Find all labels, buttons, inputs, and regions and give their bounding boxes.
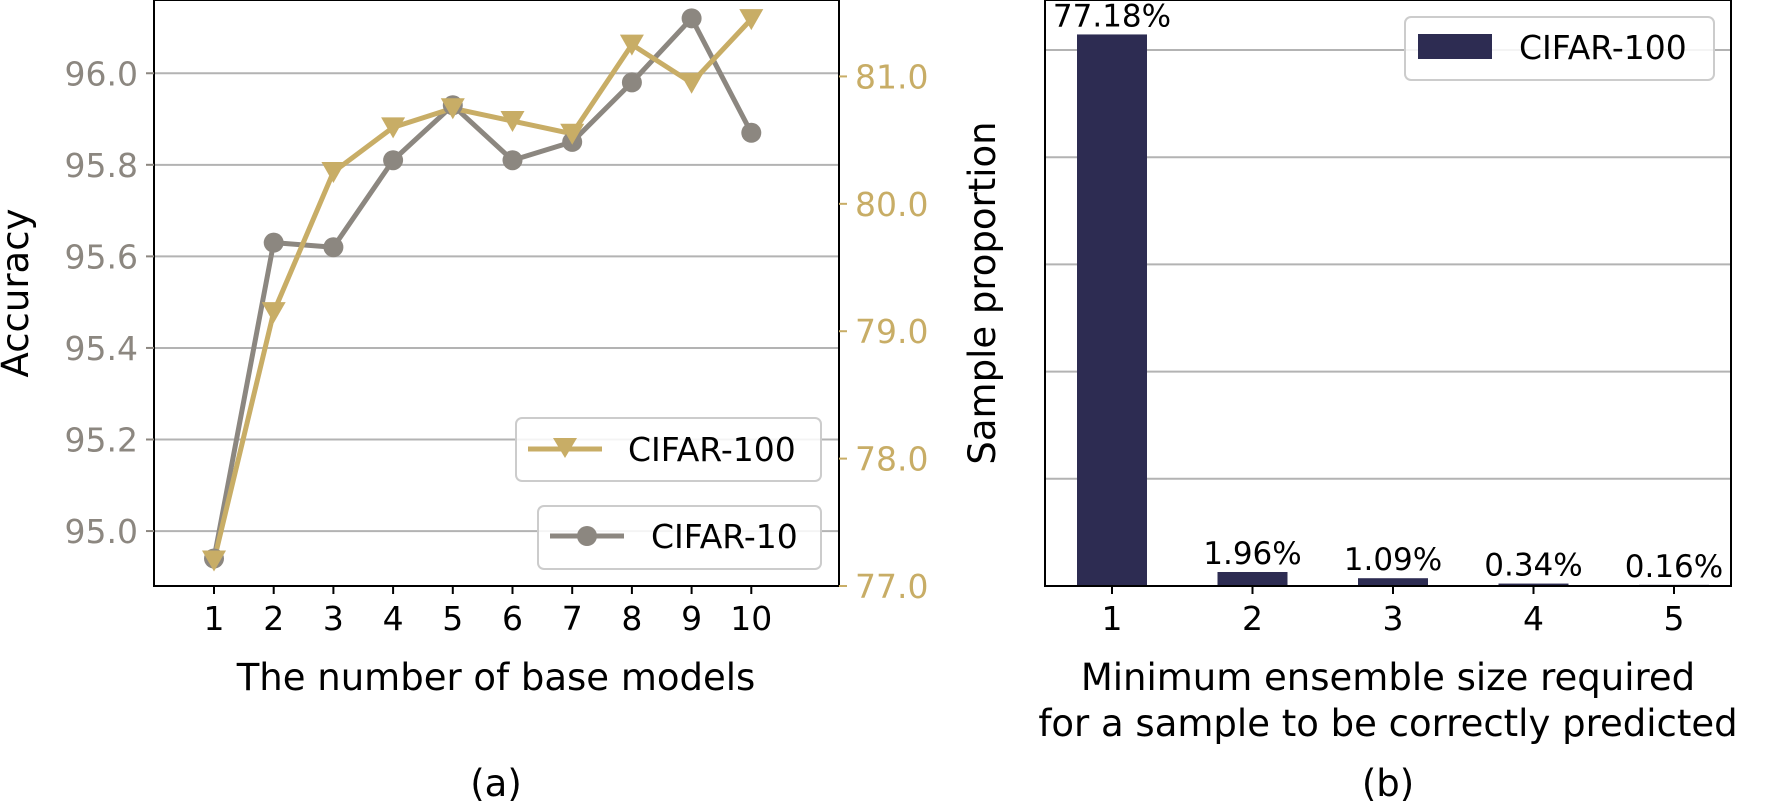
b-plot-frame bbox=[1044, 0, 1732, 587]
a-y2-tick-label: 77.0 bbox=[855, 567, 928, 606]
a-y2-tick-label: 78.0 bbox=[855, 440, 928, 479]
a-x-tick-label: 3 bbox=[323, 599, 344, 638]
b-x-tick-label: 1 bbox=[1102, 599, 1123, 638]
b-x-tick-label: 5 bbox=[1664, 599, 1685, 638]
a-x-ticks: 1 2 3 4 5 6 7 8 9 10 bbox=[204, 586, 772, 638]
a-y2-ticks: 77.0 78.0 79.0 80.0 81.0 bbox=[839, 57, 928, 606]
a-x-tick-label: 2 bbox=[263, 599, 284, 638]
b-data-label: 1.09% bbox=[1344, 542, 1442, 578]
a-y-tick-label: 96.0 bbox=[65, 54, 138, 93]
a-point-cifar10 bbox=[383, 150, 404, 171]
a-caption: (a) bbox=[470, 762, 522, 805]
a-point-cifar100 bbox=[202, 550, 226, 572]
b-x-ticks: 1 2 3 4 5 bbox=[1102, 586, 1685, 638]
chart-a: 1 2 3 4 5 6 7 8 9 10 95.0 95.2 95.4 95.6 95.8 96.0 77.… bbox=[0, 0, 928, 805]
a-point-cifar10 bbox=[263, 232, 284, 253]
a-point-cifar10 bbox=[681, 8, 702, 29]
a-y-axis-label: Accuracy bbox=[0, 209, 37, 378]
b-data-label: 0.16% bbox=[1625, 549, 1723, 585]
a-x-tick-label: 7 bbox=[562, 599, 583, 638]
b-legend: CIFAR-100 bbox=[1404, 16, 1715, 81]
b-gridlines bbox=[1045, 49, 1731, 480]
a-x-tick-label: 1 bbox=[204, 599, 225, 638]
a-y-tick-label: 95.2 bbox=[65, 421, 138, 460]
a-point-cifar100 bbox=[500, 111, 525, 133]
b-x-tick-label: 2 bbox=[1242, 599, 1263, 638]
a-x-tick-label: 6 bbox=[502, 599, 523, 638]
a-point-cifar100 bbox=[679, 72, 704, 94]
b-data-label: 0.34% bbox=[1484, 548, 1582, 584]
a-point-cifar100 bbox=[560, 123, 585, 145]
a-x-axis-label: The number of base models bbox=[236, 656, 756, 699]
b-legend-box bbox=[1404, 16, 1715, 81]
b-bars bbox=[1077, 34, 1709, 586]
a-point-cifar100 bbox=[261, 302, 286, 324]
a-legend-cifar100-box bbox=[515, 417, 822, 482]
b-x-tick-label: 4 bbox=[1523, 599, 1544, 638]
b-x-axis-label-line2: for a sample to be correctly predicted bbox=[1038, 702, 1737, 745]
b-legend-swatch bbox=[1418, 34, 1492, 59]
a-line-cifar100 bbox=[211, 17, 754, 562]
b-legend-label: CIFAR-100 bbox=[1519, 28, 1687, 67]
a-x-tick-label: 5 bbox=[442, 599, 463, 638]
b-y-axis-label: Sample proportion bbox=[961, 121, 1004, 464]
a-legend-cifar10: CIFAR-10 bbox=[537, 505, 822, 570]
b-data-label: 77.18% bbox=[1053, 0, 1171, 34]
a-y-tick-label: 95.6 bbox=[65, 237, 138, 276]
a-legend-cifar10-box bbox=[537, 505, 822, 570]
a-y2-tick-label: 81.0 bbox=[855, 57, 928, 96]
b-bar bbox=[1077, 34, 1147, 586]
a-legend-cifar100-marker bbox=[553, 438, 577, 458]
b-bar bbox=[1217, 571, 1288, 586]
b-caption: (b) bbox=[1362, 762, 1414, 805]
b-x-tick-label: 3 bbox=[1383, 599, 1404, 638]
a-x-tick-label: 9 bbox=[681, 599, 702, 638]
a-legend-cifar10-label: CIFAR-10 bbox=[651, 517, 798, 556]
a-point-cifar100 bbox=[739, 9, 764, 31]
a-point-cifar10 bbox=[323, 237, 344, 258]
a-y-tick-label: 95.4 bbox=[65, 329, 138, 368]
a-point-cifar100 bbox=[619, 34, 644, 56]
a-y2-tick-label: 79.0 bbox=[855, 312, 928, 351]
b-bar bbox=[1358, 578, 1428, 586]
a-plot-frame bbox=[153, 0, 840, 587]
a-series-markers bbox=[202, 8, 764, 572]
a-series-lines bbox=[211, 15, 754, 562]
a-y2-tick-label: 80.0 bbox=[855, 185, 928, 224]
a-x-tick-label: 4 bbox=[383, 599, 404, 638]
a-x-tick-label: 10 bbox=[730, 599, 772, 638]
b-x-axis-label-line1: Minimum ensemble size required bbox=[1081, 656, 1695, 699]
a-point-cifar10 bbox=[741, 122, 762, 143]
a-y-tick-label: 95.0 bbox=[65, 512, 138, 551]
b-bar bbox=[1498, 583, 1569, 586]
a-legend-cifar100: CIFAR-100 bbox=[515, 417, 822, 482]
a-point-cifar10 bbox=[621, 72, 642, 93]
a-legend-cifar10-marker bbox=[577, 526, 597, 546]
a-point-cifar100 bbox=[381, 117, 406, 139]
a-legend-cifar100-label: CIFAR-100 bbox=[628, 430, 796, 469]
a-point-cifar100 bbox=[440, 98, 465, 120]
a-y-ticks: 95.0 95.2 95.4 95.6 95.8 96.0 bbox=[65, 54, 154, 551]
a-y-tick-label: 95.8 bbox=[65, 146, 138, 185]
b-data-label: 1.96% bbox=[1203, 536, 1301, 572]
a-point-cifar100 bbox=[321, 161, 346, 183]
b-data-labels: 77.18% 1.96% 1.09% 0.34% 0.16% bbox=[1053, 0, 1723, 585]
chart-b: 77.18% 1.96% 1.09% 0.34% 0.16% 1 2 3 4 5 Minimum… bbox=[961, 0, 1738, 805]
a-point-cifar10 bbox=[502, 150, 523, 171]
a-x-tick-label: 8 bbox=[621, 599, 642, 638]
